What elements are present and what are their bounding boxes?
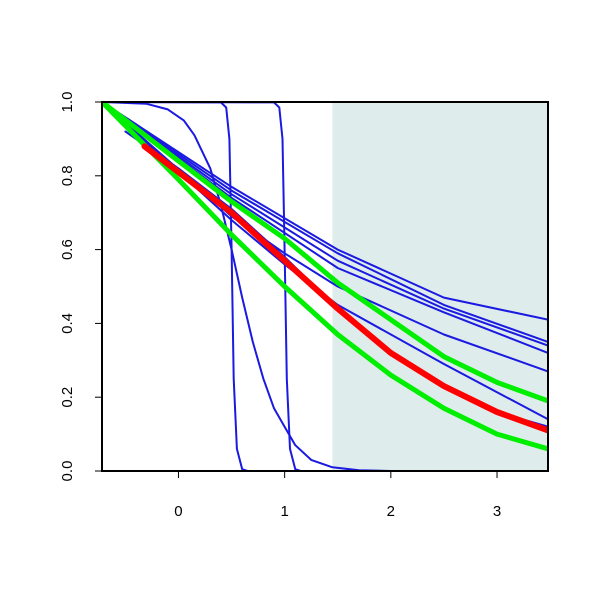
y-axis: 0.0 0.2 0.4 0.6 0.8 1.0 xyxy=(59,92,102,482)
x-tick-label: 2 xyxy=(387,503,395,520)
shaded-region xyxy=(332,102,548,471)
plot-frame xyxy=(101,101,549,472)
x-axis: 0 1 2 3 xyxy=(174,471,501,520)
series-line-blue-3 xyxy=(102,102,548,471)
series-line-red-13 xyxy=(141,143,548,434)
y-tick-label: 0.6 xyxy=(59,239,76,260)
series-line-green-12 xyxy=(102,102,548,452)
series-line-blue-6 xyxy=(102,102,548,321)
x-tick-label: 0 xyxy=(174,503,182,520)
y-tick-label: 1.0 xyxy=(59,92,76,113)
series-line-green-11 xyxy=(102,102,548,404)
series-line-blue-5 xyxy=(102,102,548,343)
series-layer xyxy=(102,102,548,471)
y-tick-label: 0.8 xyxy=(59,165,76,186)
y-tick-label: 0.2 xyxy=(59,387,76,408)
x-tick-label: 3 xyxy=(493,503,501,520)
x-tick-label: 1 xyxy=(280,503,288,520)
y-tick-label: 0.4 xyxy=(59,313,76,334)
series-line-blue-4 xyxy=(102,102,548,347)
y-tick-label: 0.0 xyxy=(59,461,76,482)
